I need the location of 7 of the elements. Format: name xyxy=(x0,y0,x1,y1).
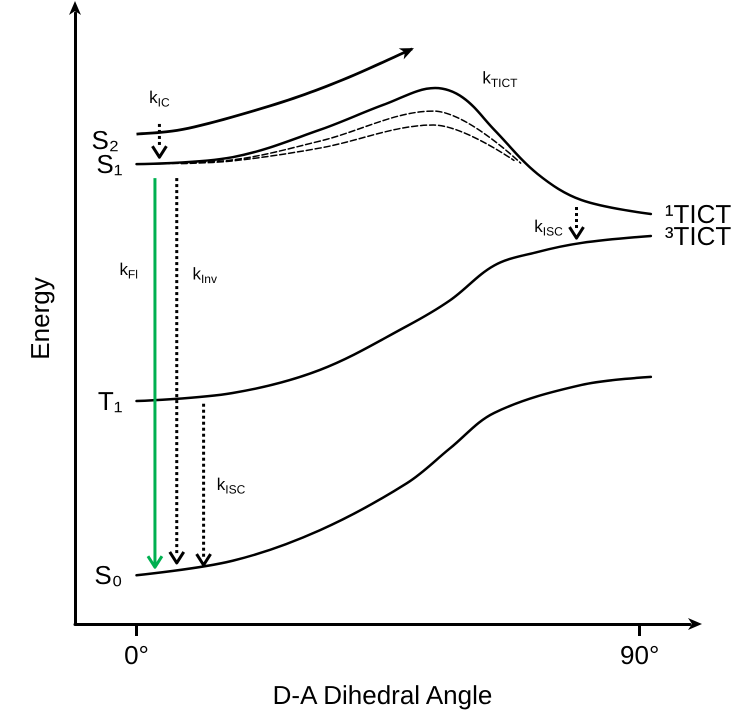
annotation: S₂ xyxy=(91,125,119,156)
x-tick-label: 90° xyxy=(620,640,660,670)
legend-label: T₁ xyxy=(98,386,123,416)
x-tick-label: 0° xyxy=(124,640,149,670)
x-axis-title: D-A Dihedral Angle xyxy=(272,680,492,710)
series-label: S₀ xyxy=(94,560,122,590)
y-axis-title: Energy xyxy=(25,277,55,360)
